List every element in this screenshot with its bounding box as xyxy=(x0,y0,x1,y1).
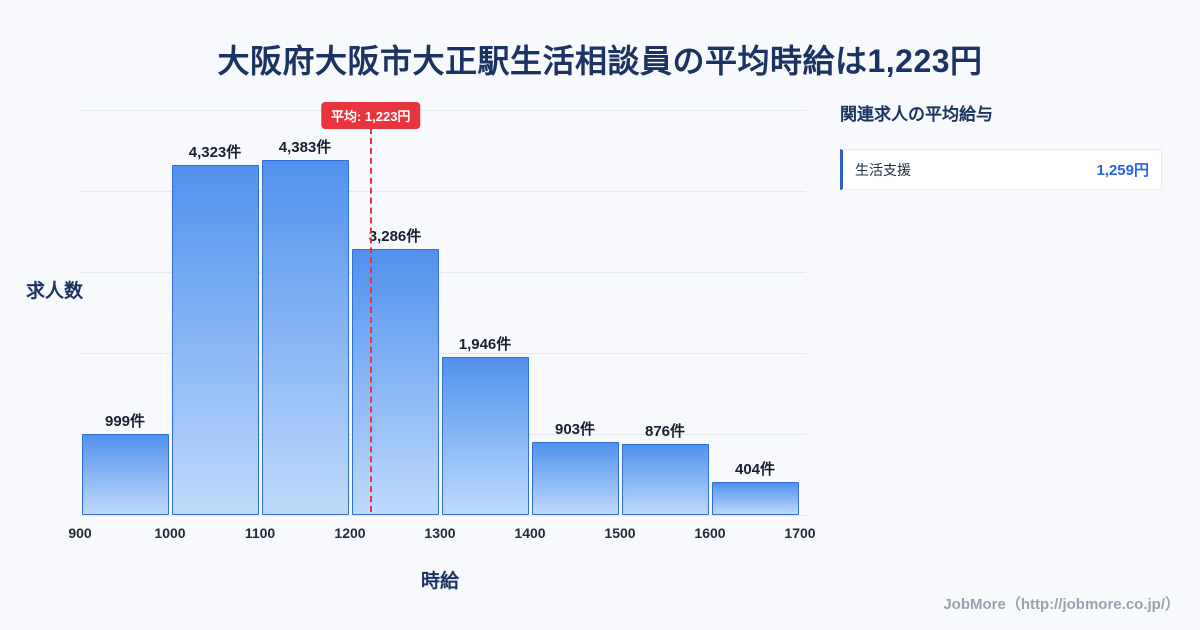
bar-value-label: 3,286件 xyxy=(368,227,422,245)
average-line xyxy=(369,128,372,512)
salary-row-value: 1,259円 xyxy=(1096,162,1149,179)
y-axis-label: 求人数 xyxy=(26,281,84,302)
footer-credit: JobMore（http://jobmore.co.jp/） xyxy=(943,596,1180,613)
gridline xyxy=(80,272,806,273)
x-tick-label: 1400 xyxy=(514,525,546,541)
bar-value-label: 4,383件 xyxy=(278,138,332,156)
side-panel-heading: 関連求人の平均給与 xyxy=(840,105,993,124)
x-tick-label: 1000 xyxy=(154,525,186,541)
gridline xyxy=(80,353,806,354)
average-badge: 平均: 1,223円 xyxy=(320,102,421,129)
gridline xyxy=(80,515,806,516)
gridline xyxy=(80,191,806,192)
x-tick-label: 900 xyxy=(68,525,92,541)
side-panel-rows: 生活支援 1,259円 xyxy=(840,149,1162,190)
x-tick-label: 1700 xyxy=(784,525,816,541)
bar-value-label: 404件 xyxy=(734,461,776,479)
x-tick-label: 1200 xyxy=(334,525,366,541)
x-tick-label: 1300 xyxy=(424,525,456,541)
bar-value-label: 1,946件 xyxy=(458,336,512,354)
histogram-bar xyxy=(621,444,709,515)
page-title: 大阪府大阪市大正駅生活相談員の平均時給は1,223円 xyxy=(217,43,983,79)
bar-value-label: 903件 xyxy=(554,420,596,438)
bar-value-label: 999件 xyxy=(104,413,146,431)
histogram-bar xyxy=(171,164,259,515)
x-tick-label: 1600 xyxy=(694,525,726,541)
gridline xyxy=(80,110,806,111)
salary-row-label: 生活支援 xyxy=(855,161,911,178)
x-axis-label: 時給 xyxy=(420,571,459,592)
bar-value-label: 876件 xyxy=(644,423,686,441)
histogram-bar xyxy=(531,441,619,515)
x-tick-label: 1100 xyxy=(244,525,276,541)
histogram-bar xyxy=(261,159,349,515)
salary-row: 生活支援 1,259円 xyxy=(840,149,1162,190)
histogram-bar xyxy=(81,434,169,515)
x-tick-label: 1500 xyxy=(604,525,636,541)
histogram-bar xyxy=(441,357,529,515)
side-panel: 関連求人の平均給与 生活支援 1,259円 xyxy=(840,100,1162,190)
histogram-bar xyxy=(711,482,799,515)
histogram-bar xyxy=(351,248,439,515)
bar-value-label: 4,323件 xyxy=(188,143,242,161)
